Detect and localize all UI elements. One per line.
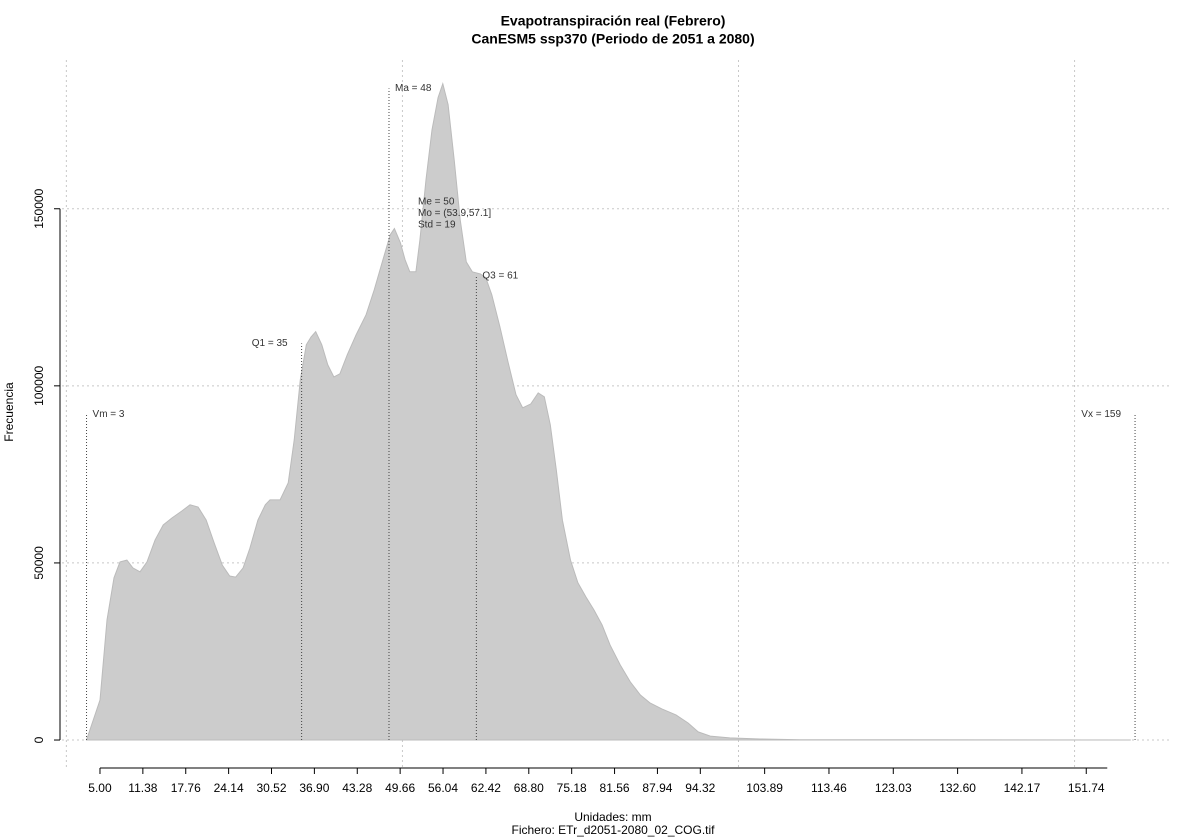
x-tick-label: 75.18 (557, 781, 587, 795)
stat-label: Vm = 3 (93, 409, 125, 420)
x-tick-label: 36.90 (299, 781, 329, 795)
x-tick-label: 123.03 (875, 781, 912, 795)
chart-title: Evapotranspiración real (Febrero) (501, 13, 726, 29)
y-tick-label: 100000 (32, 365, 46, 405)
y-tick-label: 50000 (32, 546, 46, 580)
x-tick-label: 11.38 (128, 781, 157, 795)
y-axis-label: Frecuencia (2, 382, 16, 442)
x-tick-label: 87.94 (642, 781, 672, 795)
y-tick-label: 0 (32, 736, 46, 743)
x-tick-label: 142.17 (1004, 781, 1041, 795)
y-tick-label: 150000 (32, 188, 46, 228)
x-tick-label: 24.14 (214, 781, 244, 795)
stat-label: Q3 = 61 (482, 271, 518, 282)
x-tick-label: 113.46 (811, 781, 847, 795)
stat-label: Ma = 48 (395, 83, 432, 94)
x-tick-label: 43.28 (342, 781, 372, 795)
x-tick-label: 132.60 (939, 781, 976, 795)
stat-label: Vx = 159 (1081, 409, 1121, 420)
stat-note: Std = 19 (418, 220, 456, 231)
x-tick-label: 81.56 (600, 781, 630, 795)
x-axis-label: Unidades: mm (574, 810, 651, 824)
x-tick-label: 5.00 (88, 781, 112, 795)
x-tick-label: 68.80 (514, 781, 544, 795)
x-tick-label: 30.52 (256, 781, 286, 795)
x-tick-label: 17.76 (171, 781, 201, 795)
density-area (86, 81, 1131, 741)
chart-subtitle: CanESM5 ssp370 (Periodo de 2051 a 2080) (471, 31, 754, 47)
stat-note: Me = 50 (418, 197, 455, 208)
footnote: Fichero: ETr_d2051-2080_02_COG.tif (512, 823, 716, 837)
x-tick-label: 103.89 (746, 781, 783, 795)
x-tick-label: 62.42 (471, 781, 501, 795)
stat-note: Mo = (53.9,57.1] (418, 208, 491, 219)
stat-label: Q1 = 35 (252, 338, 288, 349)
x-tick-label: 151.74 (1068, 781, 1105, 795)
x-tick-label: 94.32 (685, 781, 715, 795)
x-tick-label: 56.04 (428, 781, 458, 795)
x-tick-label: 49.66 (385, 781, 415, 795)
